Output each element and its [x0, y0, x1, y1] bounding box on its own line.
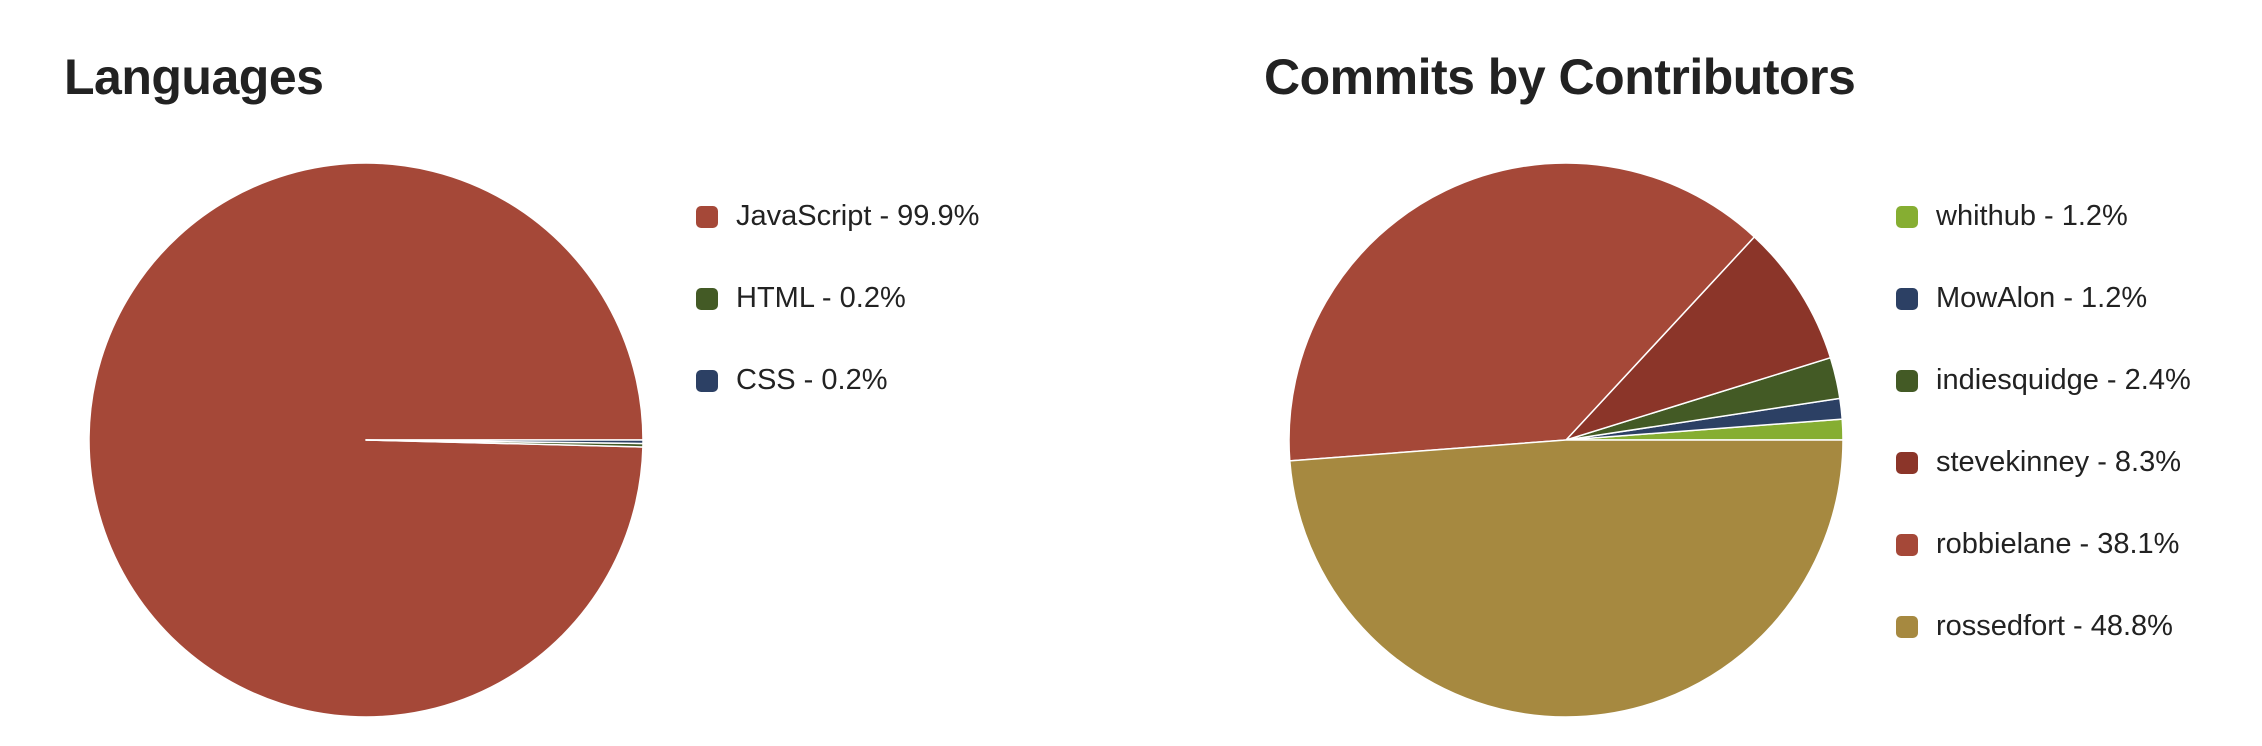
legend-label: JavaScript - 99.9% — [736, 200, 980, 232]
chart-title: Languages — [64, 49, 324, 105]
legend-item: MowAlon - 1.2% — [1896, 278, 2191, 360]
legend-item: whithub - 1.2% — [1896, 196, 2191, 278]
commits-legend: whithub - 1.2% MowAlon - 1.2% indiesquid… — [1896, 196, 2191, 688]
languages-panel: Languages JavaScript - 99.9% HTML - 0.2%… — [64, 49, 979, 718]
legend-label: stevekinney - 8.3% — [1936, 446, 2182, 478]
legend-swatch — [1896, 452, 1918, 474]
legend-label: robbielane - 38.1% — [1936, 528, 2180, 560]
commits-pie-chart — [1288, 162, 1844, 718]
legend-label: indiesquidge - 2.4% — [1936, 364, 2191, 396]
legend-swatch — [1896, 206, 1918, 228]
legend-swatch — [1896, 370, 1918, 392]
legend-item: HTML - 0.2% — [696, 278, 979, 360]
legend-swatch — [1896, 288, 1918, 310]
legend-item: rossedfort - 48.8% — [1896, 606, 2191, 688]
legend-label: HTML - 0.2% — [736, 282, 906, 314]
pie-slice — [1565, 236, 1832, 441]
legend-item: robbielane - 38.1% — [1896, 524, 2191, 606]
legend-label: MowAlon - 1.2% — [1936, 282, 2148, 314]
legend-label: whithub - 1.2% — [1936, 200, 2128, 232]
legend-swatch — [1896, 534, 1918, 556]
legend-label: rossedfort - 48.8% — [1936, 610, 2173, 642]
chart-title: Commits by Contributors — [1264, 49, 1856, 105]
legend-item: JavaScript - 99.9% — [696, 196, 979, 278]
pie-slice — [1289, 439, 1844, 718]
legend-item: indiesquidge - 2.4% — [1896, 360, 2191, 442]
legend-item: stevekinney - 8.3% — [1896, 442, 2191, 524]
languages-pie-chart — [88, 162, 644, 718]
legend-label: CSS - 0.2% — [736, 364, 888, 396]
legend-swatch — [696, 206, 718, 228]
pie-slice — [1288, 162, 1756, 462]
pie-slice — [365, 439, 644, 445]
languages-legend: JavaScript - 99.9% HTML - 0.2% CSS - 0.2… — [696, 196, 979, 442]
legend-swatch — [1896, 616, 1918, 638]
legend-item: CSS - 0.2% — [696, 360, 979, 442]
commits-panel: Commits by Contributors whithub - 1.2% M… — [1200, 0, 2262, 746]
legend-swatch — [696, 370, 718, 392]
legend-swatch — [696, 288, 718, 310]
